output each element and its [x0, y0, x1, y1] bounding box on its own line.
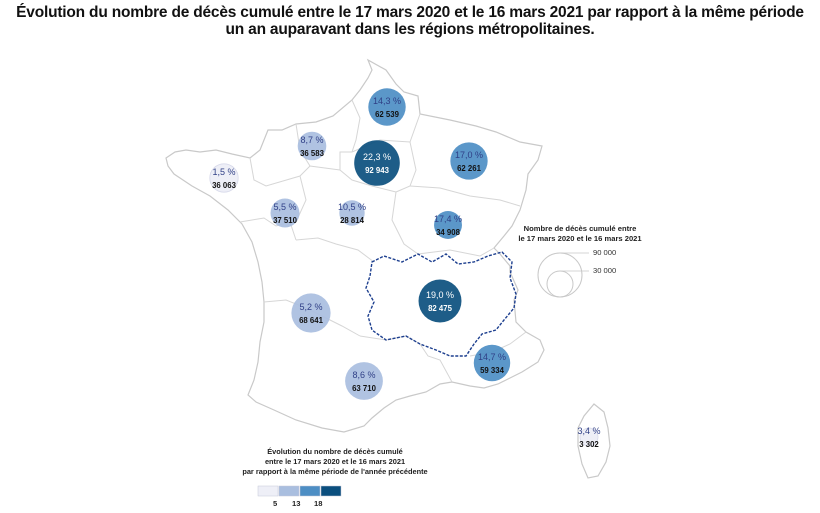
region-bubble-normandie [297, 131, 327, 161]
region-deaths-label-provence-alpes-cote-d-azur: 59 334 [480, 366, 505, 375]
region-pct-label-ile-de-france: 22,3 % [363, 152, 391, 162]
region-pct-label-bourgogne-franche-comte: 17,4 % [434, 214, 462, 224]
region-border-line [391, 191, 419, 255]
region-bubble-corse [579, 427, 599, 447]
region-deaths-label-normandie: 36 583 [300, 149, 325, 158]
region-border-line [395, 141, 417, 193]
region-bubble-hauts-de-france [368, 88, 406, 126]
region-pct-label-hauts-de-france: 14,3 % [373, 96, 401, 106]
region-border-line [351, 99, 361, 153]
color-legend-box-2 [299, 485, 321, 497]
region-bubble-occitanie [345, 362, 383, 400]
size-legend-large-value: 90 000 [593, 248, 617, 257]
color-legend-break-18: 18 [314, 499, 323, 508]
color-legend-break-5: 5 [273, 499, 278, 508]
size-legend-title-line-2: le 17 mars 2020 et le 16 mars 2021 [518, 234, 642, 243]
region-bubble-auvergne-rhone-alpes [418, 279, 462, 323]
region-bubble-grand-est [450, 142, 488, 180]
region-bubble-ile-de-france [354, 140, 400, 186]
color-legend-box-1 [278, 485, 300, 497]
size-legend-circle-large [537, 252, 583, 298]
region-border-line [249, 157, 311, 187]
color-legend-break-13: 13 [292, 499, 301, 508]
region-deaths-label-hauts-de-france: 62 539 [375, 110, 400, 119]
region-bubble-pays-de-la-loire [270, 198, 300, 228]
color-legend-title-line-1: Évolution du nombre de décès cumulé [267, 447, 403, 456]
size-legend-title-line-1: Nombre de décès cumulé entre [523, 224, 637, 233]
map-title-line-1: Évolution du nombre de décès cumulé entr… [16, 4, 804, 21]
size-legend-circles [537, 252, 589, 298]
region-bubble-bretagne [209, 163, 239, 193]
region-deaths-label-auvergne-rhone-alpes: 82 475 [428, 304, 453, 313]
region-border-line [295, 237, 375, 263]
region-pct-label-auvergne-rhone-alpes: 19,0 % [426, 290, 454, 300]
region-pct-label-centre-val-de-loire: 10,5 % [338, 202, 366, 212]
region-border-line [239, 217, 297, 241]
region-pct-label-corse: 3,4 % [577, 426, 600, 436]
color-legend-box-0 [257, 485, 279, 497]
region-bubble-centre-val-de-loire [339, 200, 365, 226]
region-deaths-label-bourgogne-franche-comte: 34 908 [436, 228, 461, 237]
region-deaths-label-pays-de-la-loire: 37 510 [273, 216, 298, 225]
size-legend-circle-small [546, 270, 574, 298]
region-pct-label-bretagne: 1,5 % [212, 167, 235, 177]
france-mainland-outline [165, 58, 545, 433]
color-legend-title-line-2: entre le 17 mars 2020 et le 16 mars 2021 [264, 457, 406, 466]
color-legend-title: Évolution du nombre de décès cumulé entr… [205, 447, 465, 477]
region-deaths-label-bretagne: 36 063 [212, 181, 237, 190]
map-title: Évolution du nombre de décès cumulé entr… [0, 4, 820, 38]
region-deaths-label-centre-val-de-loire: 28 814 [340, 216, 365, 225]
region-bubbles: 14,3 % 62 539 8,7 % 36 583 22,3 % 92 943 17,0 … [209, 88, 601, 449]
region-pct-label-nouvelle-aquitaine: 5,2 % [299, 302, 322, 312]
region-deaths-label-corse: 3 302 [579, 440, 599, 449]
auvergne-rhone-alpes-highlight-border [365, 251, 517, 357]
region-border-line [409, 185, 521, 207]
region-deaths-label-ile-de-france: 92 943 [365, 166, 390, 175]
region-pct-label-pays-de-la-loire: 5,5 % [273, 202, 296, 212]
region-border-line [417, 247, 495, 257]
color-legend-box-3 [320, 485, 342, 497]
color-legend-title-line-3: par rapport à la même période de l'année… [242, 467, 428, 476]
region-border-line [339, 151, 397, 193]
size-legend-title: Nombre de décès cumulé entre le 17 mars … [510, 224, 650, 244]
region-pct-label-provence-alpes-cote-d-azur: 14,7 % [478, 352, 506, 362]
region-bubble-provence-alpes-cote-d-azur [473, 344, 511, 382]
size-legend-small-value: 30 000 [593, 266, 617, 275]
map-title-line-2: un an auparavant dans les régions métrop… [225, 21, 595, 38]
region-deaths-label-grand-est: 62 261 [457, 164, 482, 173]
region-pct-label-occitanie: 8,6 % [352, 370, 375, 380]
region-deaths-label-nouvelle-aquitaine: 68 641 [299, 316, 324, 325]
region-bubble-nouvelle-aquitaine [291, 293, 331, 333]
color-legend-boxes [257, 485, 342, 497]
region-bubble-bourgogne-franche-comte [434, 211, 462, 239]
region-pct-label-normandie: 8,7 % [300, 135, 323, 145]
region-pct-label-grand-est: 17,0 % [455, 150, 483, 160]
region-deaths-label-occitanie: 63 710 [352, 384, 377, 393]
